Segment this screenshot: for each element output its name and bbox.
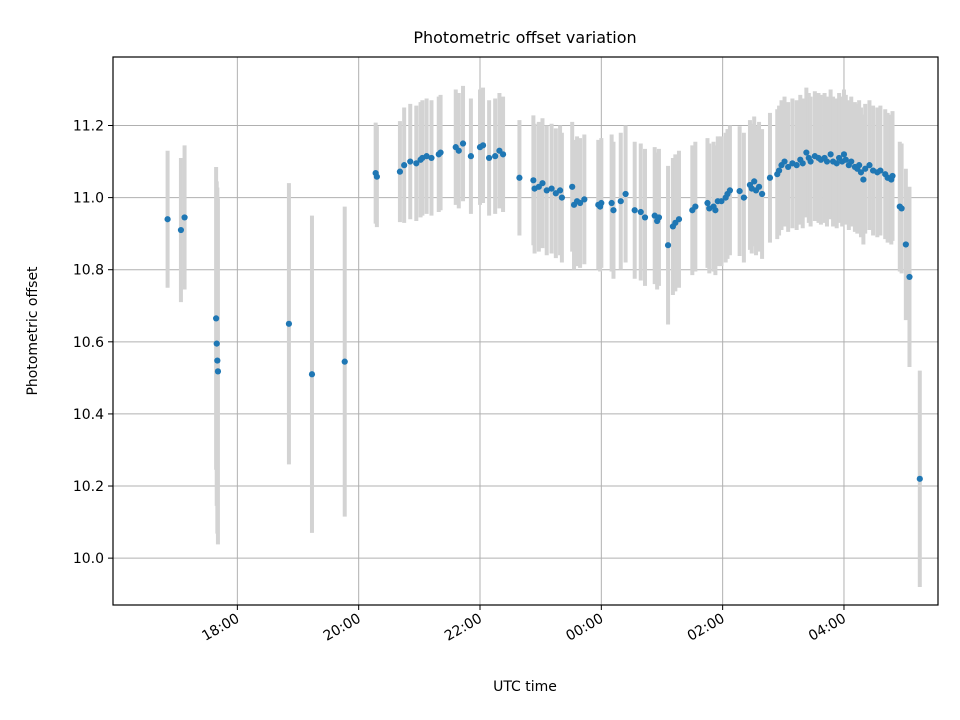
data-point bbox=[803, 149, 810, 156]
data-point bbox=[610, 207, 617, 214]
data-point bbox=[751, 178, 758, 185]
data-point bbox=[285, 320, 293, 327]
data-point bbox=[539, 180, 546, 187]
data-point bbox=[492, 153, 499, 160]
y-tick-label: 10.6 bbox=[73, 335, 104, 351]
data-point bbox=[823, 158, 831, 165]
data-point bbox=[373, 173, 380, 180]
data-point bbox=[576, 199, 584, 207]
data-point bbox=[664, 242, 672, 249]
data-point bbox=[486, 154, 493, 162]
data-point bbox=[558, 194, 565, 201]
data-point bbox=[740, 194, 747, 201]
data-point bbox=[692, 203, 699, 210]
data-point bbox=[177, 226, 185, 234]
data-point bbox=[833, 160, 840, 167]
data-point bbox=[848, 158, 855, 165]
data-point bbox=[214, 368, 222, 375]
data-point bbox=[407, 158, 414, 165]
data-point bbox=[396, 168, 404, 175]
data-point bbox=[214, 357, 221, 364]
y-tick-label: 10.0 bbox=[73, 551, 104, 567]
y-tick-label: 11.0 bbox=[73, 191, 104, 207]
data-point bbox=[479, 142, 487, 149]
data-point bbox=[736, 188, 743, 195]
data-point bbox=[499, 151, 507, 158]
data-point bbox=[213, 315, 220, 322]
data-point bbox=[308, 371, 316, 378]
x-axis-label: UTC time bbox=[493, 679, 557, 695]
data-point bbox=[781, 158, 788, 165]
data-point bbox=[877, 167, 884, 174]
data-point bbox=[755, 183, 763, 190]
y-tick-label: 11.2 bbox=[73, 119, 104, 135]
data-point bbox=[856, 162, 863, 169]
data-point bbox=[548, 185, 555, 192]
data-point bbox=[637, 208, 644, 216]
y-tick-label: 10.2 bbox=[73, 479, 104, 495]
data-point bbox=[608, 199, 615, 207]
data-point bbox=[860, 176, 867, 183]
data-point bbox=[467, 153, 475, 160]
data-point bbox=[543, 187, 550, 194]
data-point bbox=[428, 154, 435, 162]
data-point bbox=[164, 216, 171, 223]
data-point bbox=[556, 187, 564, 194]
data-point bbox=[766, 174, 774, 181]
data-point bbox=[516, 174, 523, 181]
data-point bbox=[341, 358, 348, 365]
data-point bbox=[459, 140, 467, 147]
data-point bbox=[840, 151, 848, 158]
y-axis-ticks: 10.0 10.2 10.4 10.6 10.8 11.0 11.2 bbox=[73, 119, 113, 567]
data-point bbox=[631, 207, 638, 214]
y-tick-label: 10.4 bbox=[73, 407, 104, 423]
data-point bbox=[842, 156, 849, 163]
data-point bbox=[889, 172, 896, 180]
data-point bbox=[213, 340, 220, 347]
data-point bbox=[181, 214, 188, 221]
data-point bbox=[857, 169, 865, 176]
data-point bbox=[906, 273, 913, 281]
data-point bbox=[598, 199, 605, 207]
data-point bbox=[775, 167, 783, 174]
data-point bbox=[581, 196, 588, 203]
data-point bbox=[827, 151, 834, 158]
data-point bbox=[902, 241, 909, 248]
data-point bbox=[726, 187, 734, 194]
data-point bbox=[718, 198, 725, 205]
data-point bbox=[862, 165, 869, 172]
data-point bbox=[712, 207, 719, 214]
data-point bbox=[423, 153, 430, 160]
data-point bbox=[401, 162, 408, 169]
y-axis-label: Photometric offset bbox=[25, 266, 41, 396]
chart-title: Photometric offset variation bbox=[413, 28, 636, 47]
data-point bbox=[799, 160, 806, 167]
data-point bbox=[413, 160, 420, 167]
data-point bbox=[898, 205, 905, 212]
data-point bbox=[916, 475, 923, 482]
data-point bbox=[622, 190, 629, 198]
data-point bbox=[793, 162, 800, 169]
data-point bbox=[569, 183, 576, 190]
data-point bbox=[807, 158, 814, 165]
data-point bbox=[617, 198, 624, 205]
data-point bbox=[437, 149, 444, 156]
y-tick-label: 10.8 bbox=[73, 263, 104, 279]
data-point bbox=[758, 190, 766, 198]
data-point bbox=[530, 177, 537, 184]
data-points bbox=[164, 140, 923, 482]
data-point bbox=[785, 163, 792, 171]
data-point bbox=[641, 214, 649, 221]
plot-frame bbox=[112, 56, 939, 606]
data-point bbox=[675, 216, 683, 223]
data-point bbox=[866, 162, 873, 169]
data-point bbox=[704, 199, 711, 207]
data-point bbox=[455, 147, 462, 154]
data-point bbox=[655, 214, 663, 221]
